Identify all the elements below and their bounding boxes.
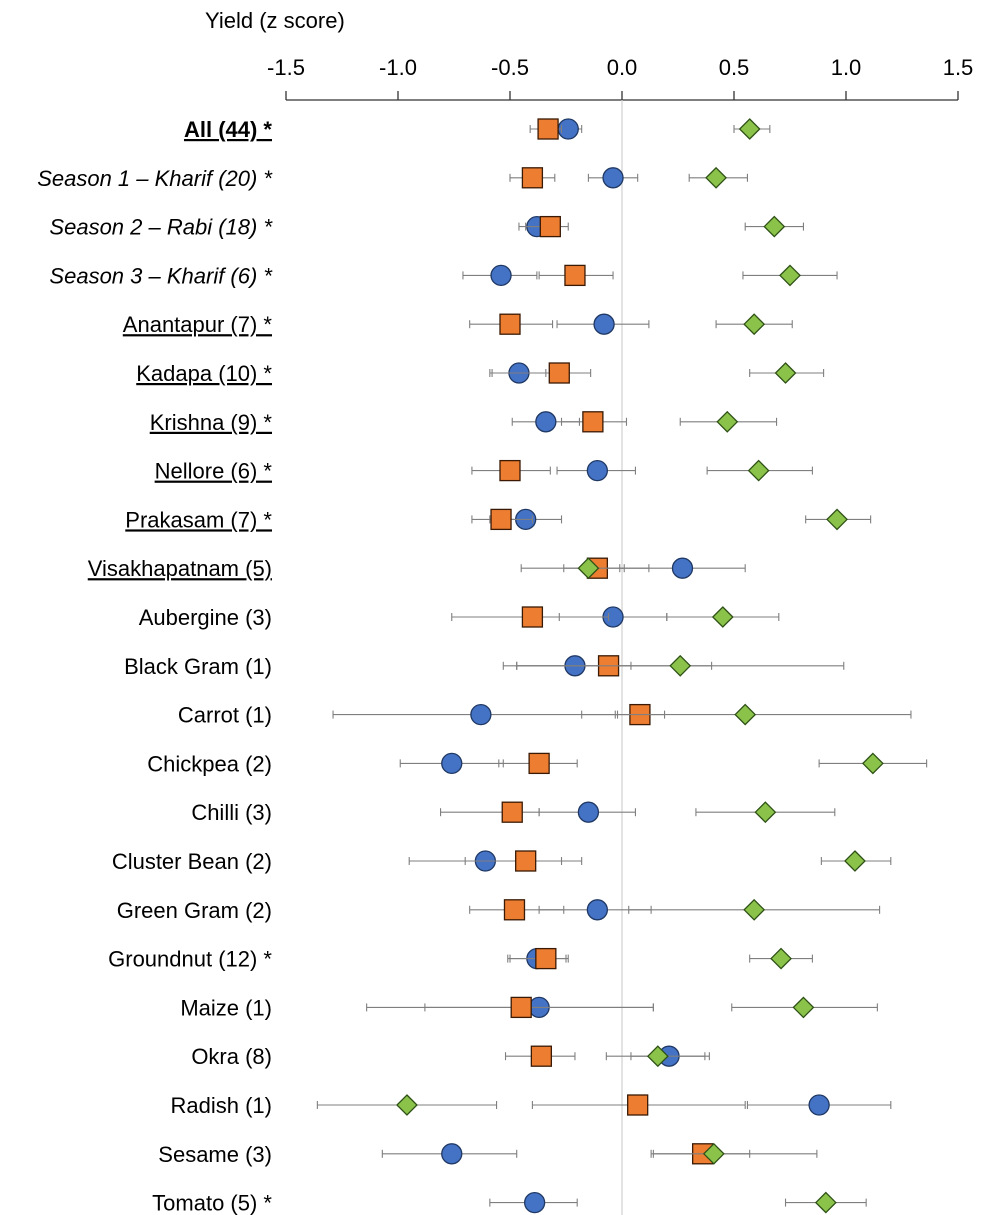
square-point [539, 215, 561, 238]
diamond-point [743, 898, 766, 921]
square-point [548, 362, 570, 384]
square-error-bar [491, 369, 592, 377]
category-label: Green Gram (2) [117, 898, 272, 923]
square-point [564, 264, 586, 287]
diamond-point [396, 1094, 418, 1116]
square-point [528, 752, 550, 775]
category-label: Season 2 – Rabi (18) * [49, 215, 273, 240]
category-label: Chickpea (2) [147, 751, 272, 776]
x-tick-label: -1.0 [379, 55, 417, 80]
diamond-point [577, 557, 600, 580]
diamond-point [738, 118, 761, 140]
circle-point [671, 557, 694, 579]
category-label: Season 3 – Kharif (6) * [49, 263, 273, 288]
diamond-point [734, 703, 757, 726]
x-tick-label: 0.5 [719, 55, 750, 80]
category-label: Cluster Bean (2) [112, 849, 272, 874]
category-label: Prakasam (7) * [125, 507, 272, 532]
square-point [501, 801, 523, 823]
square-point [627, 1094, 649, 1116]
category-label: Kadapa (10) * [136, 361, 272, 386]
category-labels: All (44) * Season 1 – Kharif (20) * Season… [37, 117, 273, 1215]
square-point [582, 411, 604, 433]
diamond-error-bar [650, 1149, 818, 1158]
category-label: Anantapur (7) * [123, 312, 273, 337]
plot-area [316, 118, 928, 1214]
circle-point [490, 264, 512, 287]
category-label: Radish (1) [171, 1093, 272, 1118]
diamond-point [743, 313, 766, 336]
circle-point [593, 313, 615, 335]
diamond-point [792, 996, 815, 1019]
diamond-point [716, 410, 739, 433]
square-point [503, 899, 526, 921]
category-label: Nellore (6) * [155, 459, 273, 484]
category-label: All (44) * [184, 117, 272, 142]
square-point [535, 947, 557, 970]
diamond-point [844, 850, 866, 872]
square-error-bar [366, 1003, 654, 1012]
circle-point [470, 703, 492, 726]
category-label: Tomato (5) * [152, 1191, 272, 1215]
category-label: Sesame (3) [158, 1142, 272, 1167]
circle-point [586, 459, 609, 482]
category-label: Groundnut (12) * [108, 947, 272, 972]
square-error-bar [440, 808, 540, 817]
diamond-point [747, 459, 770, 482]
x-tick-label: 1.0 [831, 55, 862, 80]
diamond-point [779, 264, 801, 287]
diamond-point [763, 215, 786, 238]
square-point [530, 1045, 553, 1067]
square-point [537, 118, 559, 140]
diamond-point [754, 801, 777, 824]
category-label: Black Gram (1) [124, 654, 272, 679]
square-point [521, 167, 544, 189]
category-label: Okra (8) [191, 1044, 272, 1069]
diamond-point [826, 508, 848, 531]
diamond-point [770, 947, 792, 970]
diamond-point [711, 606, 734, 628]
circle-point [441, 1143, 463, 1165]
circle-point [523, 1191, 546, 1214]
circle-point [586, 899, 609, 921]
x-tick-label: 0.0 [607, 55, 638, 80]
category-label: Chilli (3) [191, 800, 272, 825]
square-point [499, 313, 521, 335]
category-label: Maize (1) [180, 995, 272, 1020]
x-axis-title: Yield (z score) [205, 8, 345, 33]
square-point [499, 459, 521, 482]
diamond-point [861, 752, 884, 775]
square-point [490, 508, 512, 531]
x-tick-label: 1.5 [943, 55, 974, 80]
x-tick-label: -0.5 [491, 55, 529, 80]
diamond-point [702, 1142, 725, 1165]
circle-point [602, 167, 624, 189]
diamond-point [705, 166, 727, 189]
circle-point [808, 1094, 830, 1116]
circle-point [577, 801, 600, 823]
diamond-point [669, 654, 692, 677]
category-label: Visakhapatnam (5) [88, 556, 272, 581]
diamond-point [774, 362, 797, 384]
square-point [521, 606, 544, 628]
category-label: Season 1 – Kharif (20) * [37, 166, 273, 191]
circle-point [535, 411, 557, 433]
x-tick-label: -1.5 [267, 55, 305, 80]
diamond-point [646, 1045, 669, 1068]
category-label: Carrot (1) [178, 703, 272, 728]
x-axis: -1.5 -1.0 -0.5 0.0 0.5 1.0 1.5 [267, 55, 974, 101]
circle-point [441, 752, 463, 775]
square-point [510, 996, 532, 1019]
category-label: Aubergine (3) [139, 605, 272, 630]
category-label: Krishna (9) * [150, 410, 273, 435]
diamond-point [814, 1191, 837, 1214]
square-point [515, 850, 537, 872]
